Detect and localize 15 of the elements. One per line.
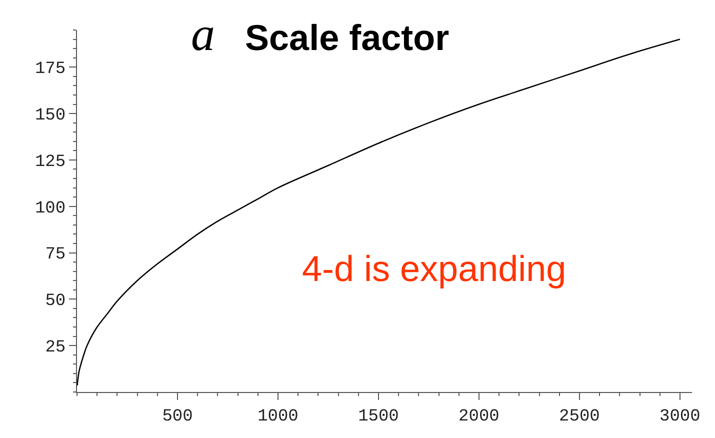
annotation: 4-d is expanding (302, 248, 566, 289)
x-tick-label: 1500 (358, 407, 399, 426)
chart-title: a Scale factor (191, 8, 450, 61)
y-tick-label: 125 (34, 152, 66, 172)
x-tick-label: 500 (162, 407, 193, 426)
y-tick-label: 75 (45, 246, 66, 265)
y-tick-label: 25 (45, 338, 66, 358)
y-tick-label: 150 (34, 106, 66, 126)
x-tick-label: 2500 (559, 407, 600, 426)
x-tick-label: 1000 (258, 407, 298, 426)
y-tick-label: 100 (34, 199, 66, 218)
x-tick-label: 3000 (660, 407, 700, 426)
y-tick-label: 175 (34, 60, 66, 80)
y-tick-label: 50 (45, 292, 66, 312)
x-tick-label: 2000 (458, 407, 500, 426)
